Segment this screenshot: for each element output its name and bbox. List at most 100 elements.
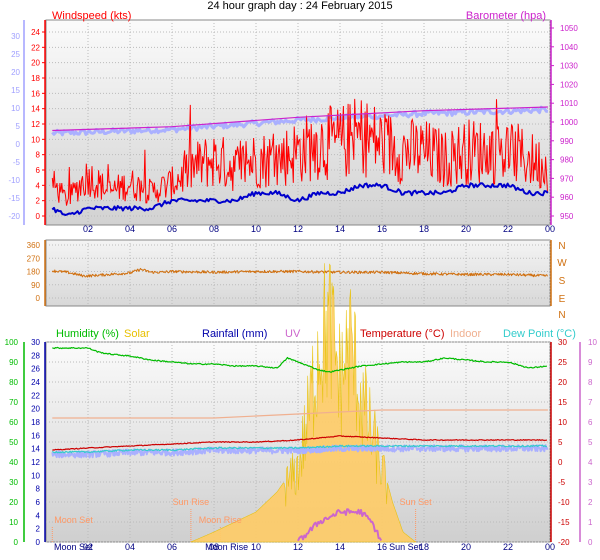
- rainfall-tick-label: 24: [31, 378, 40, 387]
- legend-uv: UV: [285, 328, 301, 340]
- rainfall-tick-label: 20: [31, 405, 40, 414]
- direction-tick-label: 0: [36, 294, 41, 303]
- wind-x-tick-label: 04: [125, 224, 135, 234]
- uv-tick-label: 1: [588, 518, 593, 527]
- windspeed-tick-label: 16: [31, 89, 40, 98]
- rainfall-tick-label: 30: [31, 338, 40, 347]
- windspeed-tick-label: 24: [31, 28, 40, 37]
- env-x-tick-label: 18: [419, 542, 429, 552]
- rainfall-tick-label: 14: [31, 445, 40, 454]
- wind-x-tick-label: 18: [419, 224, 429, 234]
- env-x-tick-label: 00: [545, 542, 555, 552]
- rainfall-tick-label: 4: [36, 511, 41, 520]
- humidity-tick-label: 10: [9, 518, 18, 527]
- indoor-line: [52, 409, 548, 419]
- compass-label: N: [558, 310, 565, 321]
- windspeed-tick-label: 2: [36, 197, 41, 206]
- dewpoint-line: [51, 444, 547, 454]
- solar-area: [190, 263, 417, 543]
- temperature-tick-label: 5: [558, 438, 563, 447]
- event-label: Sun Rise: [173, 497, 210, 507]
- windspeed-tick-label: 12: [31, 120, 40, 129]
- temperature-tick-label: 10: [558, 418, 567, 427]
- temp-tick-label-top: -20: [8, 212, 20, 221]
- legend-solar: Solar: [124, 328, 150, 340]
- barometer-band-line: [51, 105, 549, 137]
- rainfall-tick-label: 22: [31, 391, 40, 400]
- temperature-tick-label: 30: [558, 338, 567, 347]
- wind-x-tick-label: 02: [83, 224, 93, 234]
- temperature-tick-label: 0: [558, 458, 563, 467]
- env-x-tick-label: 10: [251, 542, 261, 552]
- uv-tick-label: 9: [588, 358, 593, 367]
- wind-x-tick-label: 16: [377, 224, 387, 234]
- rainfall-tick-label: 0: [36, 538, 41, 547]
- barometer-axis-title: Barometer (hpa): [466, 10, 546, 22]
- rainfall-tick-label: 16: [31, 431, 40, 440]
- windspeed-tick-label: 0: [36, 212, 41, 221]
- barometer-tick-label: 1010: [560, 99, 578, 108]
- windspeed-axis-title: Windspeed (kts): [52, 10, 131, 22]
- compass-label: E: [559, 294, 566, 305]
- temp-tick-label-top: -5: [13, 158, 21, 167]
- barometer-tick-label: 1040: [560, 43, 578, 52]
- windspeed-tick-label: 22: [31, 43, 40, 52]
- temp-tick-label-top: -15: [8, 194, 20, 203]
- env-x-tick-label: 16: [377, 542, 387, 552]
- windspeed-tick-label: 14: [31, 105, 40, 114]
- wind-direction-line: [51, 267, 548, 278]
- barometer-tick-label: 1030: [560, 62, 578, 71]
- temperature-tick-label: 15: [558, 398, 567, 407]
- rainfall-tick-label: 18: [31, 418, 40, 427]
- windspeed-line: [51, 98, 548, 206]
- rainfall-tick-label: 2: [36, 525, 41, 534]
- wind-x-tick-label: 08: [209, 224, 219, 234]
- humidity-tick-label: 70: [9, 398, 18, 407]
- uv-tick-label: 5: [588, 438, 593, 447]
- barometer-line: [52, 106, 548, 132]
- windspeed-tick-label: 10: [31, 135, 40, 144]
- uv-tick-label: 6: [588, 418, 593, 427]
- barometer-tick-label: 970: [560, 174, 574, 183]
- barometer-tick-label: 960: [560, 193, 574, 202]
- direction-tick-label: 270: [27, 254, 41, 263]
- wind-x-tick-label: 14: [335, 224, 345, 234]
- legend-rainfall: Rainfall (mm): [202, 328, 267, 340]
- humidity-tick-label: 20: [9, 498, 18, 507]
- rainfall-tick-label: 8: [36, 485, 41, 494]
- barometer-tick-label: 980: [560, 156, 574, 165]
- windspeed-tick-label: 20: [31, 59, 40, 68]
- wind-x-tick-label: 06: [167, 224, 177, 234]
- temperature-tick-label: 25: [558, 358, 567, 367]
- temperature-line: [52, 435, 548, 451]
- temp-tick-label-top: -10: [8, 176, 20, 185]
- env-x-tick-label: 22: [503, 542, 513, 552]
- wind-x-tick-label: 20: [461, 224, 471, 234]
- uv-tick-label: 8: [588, 378, 593, 387]
- humidity-tick-label: 100: [5, 338, 19, 347]
- direction-tick-label: 360: [27, 241, 41, 250]
- rainfall-tick-label: 10: [31, 471, 40, 480]
- legend-temperature: Temperature (°C): [360, 328, 444, 340]
- barometer-tick-label: 1020: [560, 80, 578, 89]
- legend-humidity: Humidity (%): [56, 328, 119, 340]
- legend-indoor: Indoor: [450, 328, 482, 340]
- temp-tick-label-top: 15: [11, 86, 20, 95]
- bottom-event-label: Sun Set: [389, 542, 422, 552]
- uv-tick-label: 3: [588, 478, 593, 487]
- barometer-tick-label: 1050: [560, 24, 578, 33]
- wind-x-tick-label: 22: [503, 224, 513, 234]
- humidity-tick-label: 50: [9, 438, 18, 447]
- average-windspeed-line: [51, 182, 549, 216]
- uv-tick-label: 0: [588, 538, 593, 547]
- barometer-tick-label: 990: [560, 137, 574, 146]
- humidity-tick-label: 60: [9, 418, 18, 427]
- temperature-tick-label: -20: [558, 538, 570, 547]
- humidity-tick-label: 40: [9, 458, 18, 467]
- rainfall-tick-label: 12: [31, 458, 40, 467]
- env-x-tick-label: 20: [461, 542, 471, 552]
- wind-x-tick-label: 00: [545, 224, 555, 234]
- temp-tick-label-top: 0: [16, 140, 21, 149]
- humidity-tick-label: 30: [9, 478, 18, 487]
